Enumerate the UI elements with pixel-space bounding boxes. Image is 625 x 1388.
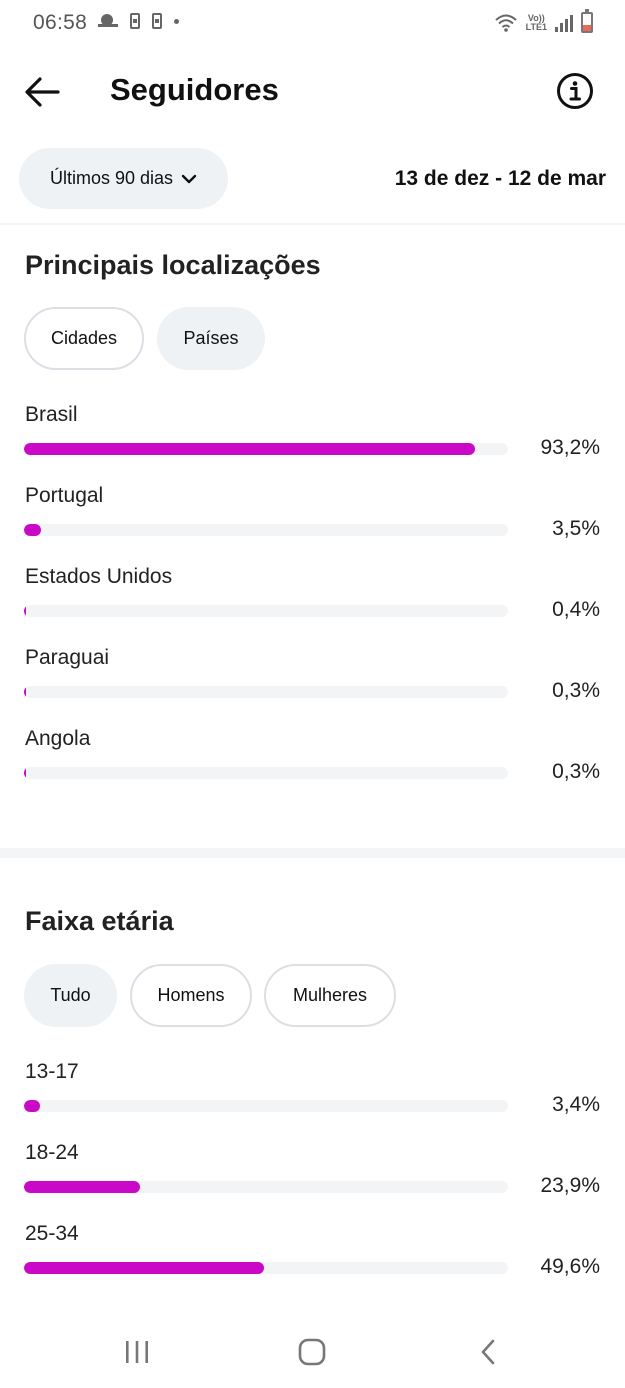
info-icon[interactable]: [556, 72, 594, 110]
bar-fill: [24, 686, 26, 698]
period-dropdown[interactable]: Últimos 90 dias: [19, 148, 228, 209]
age-value: 3,4%: [552, 1093, 600, 1116]
status-time: 06:58: [33, 11, 88, 34]
date-range-row: Últimos 90 dias 13 de dez - 12 de mar: [0, 148, 625, 210]
home-icon[interactable]: [298, 1338, 326, 1366]
bar-fill: [24, 524, 41, 536]
chevron-down-icon: [181, 174, 197, 183]
location-value: 0,4%: [552, 598, 600, 621]
location-row: Paraguai 0,3%: [0, 646, 625, 727]
age-label: 13-17: [25, 1060, 79, 1083]
tab-cidades[interactable]: Cidades: [24, 307, 144, 370]
age-row: 13-17 3,4%: [0, 1060, 625, 1141]
recent-apps-icon[interactable]: [122, 1340, 152, 1364]
tab-paises[interactable]: Países: [157, 307, 265, 370]
section-divider: [0, 848, 625, 858]
weather-icon: [98, 12, 118, 30]
location-label: Angola: [25, 727, 91, 750]
age-row: 25-34 49,6%: [0, 1222, 625, 1303]
status-bar: 06:58 Vo)) LTE1: [0, 0, 625, 48]
bar-track: [24, 524, 508, 536]
age-row: 18-24 23,9%: [0, 1141, 625, 1222]
battery-icon: [581, 9, 593, 33]
age-label: 25-34: [25, 1222, 79, 1245]
bar-track: [24, 1181, 508, 1193]
location-label: Estados Unidos: [25, 565, 173, 588]
volte-indicator: Vo)) LTE1: [525, 12, 547, 32]
bar-fill: [24, 1262, 265, 1274]
divider: [0, 223, 625, 225]
age-value: 23,9%: [540, 1174, 600, 1197]
more-notifications-dot-icon: [174, 18, 179, 24]
bar-fill: [24, 1100, 41, 1112]
location-label: Brasil: [25, 403, 78, 426]
bar-fill: [24, 605, 26, 617]
bar-track: [24, 686, 508, 698]
location-value: 0,3%: [552, 679, 600, 702]
phone-notification-icon: [130, 13, 140, 29]
age-value: 49,6%: [540, 1255, 600, 1278]
tab-tudo[interactable]: Tudo: [24, 964, 117, 1027]
bar-track: [24, 1100, 508, 1112]
system-nav-bar: [0, 1316, 625, 1388]
bar-track: [24, 605, 508, 617]
back-icon[interactable]: [475, 1338, 503, 1366]
tab-homens[interactable]: Homens: [130, 964, 252, 1027]
bar-track: [24, 767, 508, 779]
location-label: Paraguai: [25, 646, 110, 669]
volte-label: Vo)): [527, 12, 545, 23]
bar-track: [24, 443, 508, 455]
location-value: 3,5%: [552, 517, 600, 540]
location-row: Brasil 93,2%: [0, 403, 625, 484]
page-title: Seguidores: [110, 72, 279, 107]
location-value: 0,3%: [552, 760, 600, 783]
bar-track: [24, 1262, 508, 1274]
location-row: Angola 0,3%: [0, 727, 625, 808]
lte-label: LTE1: [525, 21, 547, 32]
location-row: Estados Unidos 0,4%: [0, 565, 625, 646]
bar-fill: [24, 443, 476, 455]
wifi-icon: [494, 14, 517, 32]
arrow-left-icon[interactable]: [22, 74, 62, 110]
bar-fill: [24, 1181, 140, 1193]
status-right-icons: Vo)) LTE1: [494, 9, 593, 33]
status-left-icons: [98, 12, 179, 30]
tab-mulheres[interactable]: Mulheres: [264, 964, 396, 1027]
date-range-text: 13 de dez - 12 de mar: [394, 167, 606, 190]
location-value: 93,2%: [540, 436, 600, 459]
locations-section-title: Principais localizações: [25, 250, 321, 280]
phone-notification-icon: [152, 13, 162, 29]
signal-icon: [555, 14, 573, 32]
bar-fill: [24, 767, 26, 779]
scroll-cutoff: [0, 1296, 625, 1316]
period-dropdown-label: Últimos 90 dias: [49, 168, 174, 188]
app-header: Seguidores: [0, 60, 625, 124]
age-label: 18-24: [25, 1141, 79, 1164]
location-row: Portugal 3,5%: [0, 484, 625, 565]
location-label: Portugal: [25, 484, 104, 507]
age-section-title: Faixa etária: [25, 906, 174, 936]
